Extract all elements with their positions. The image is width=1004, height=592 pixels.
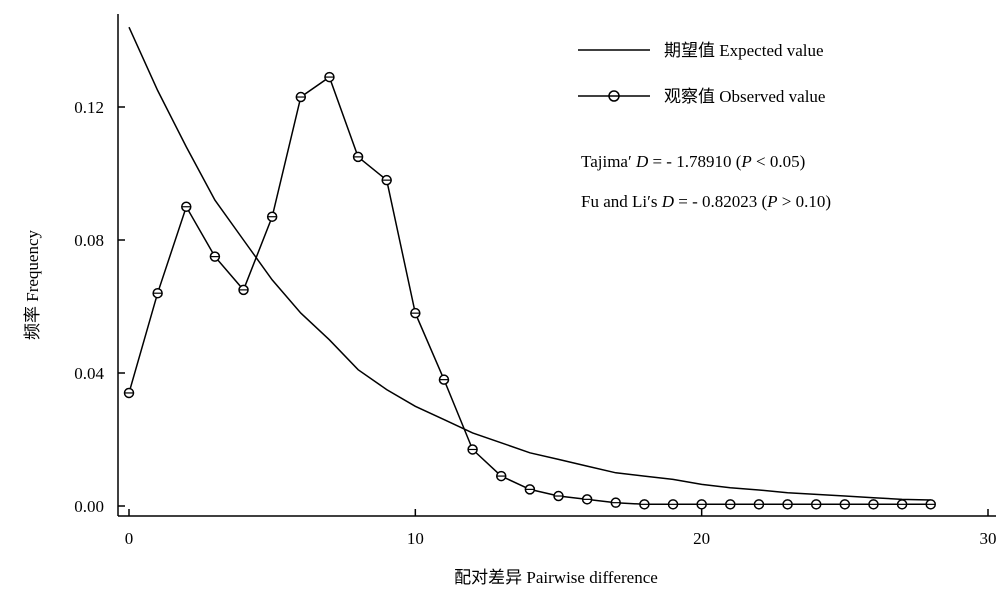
legend-observed-label: 观察值 Observed value	[664, 87, 825, 106]
y-axis-title: 频率 Frequency	[23, 230, 42, 341]
series-group	[123, 26, 936, 510]
y-tick-label: 0.00	[74, 497, 104, 516]
y-tick-label: 0.12	[74, 98, 104, 117]
tajima-value: = - 1.78910 (	[648, 152, 741, 171]
tajima-p: P	[740, 152, 751, 171]
y-tick-label: 0.08	[74, 231, 104, 250]
fuli-prefix: Fu and Li′s	[581, 192, 662, 211]
fuli-threshold: > 0.10)	[778, 192, 832, 211]
observed-value-line	[128, 75, 931, 506]
tajima-d: D	[635, 152, 649, 171]
x-tick-label: 30	[980, 529, 997, 548]
tajima-annotation: Tajima′ D = - 1.78910 (P < 0.05)	[581, 152, 805, 171]
fuli-p: P	[766, 192, 777, 211]
fuli-value: = - 0.82023 (	[674, 192, 767, 211]
legend-expected-label: 期望值 Expected value	[664, 41, 824, 60]
tajima-threshold: < 0.05)	[752, 152, 806, 171]
x-tick-label: 20	[693, 529, 710, 548]
y-tick-label: 0.04	[74, 364, 104, 383]
x-axis-title: 配对差异 Pairwise difference	[454, 568, 658, 587]
tajima-prefix: Tajima′	[581, 152, 636, 171]
fuli-annotation: Fu and Li′s D = - 0.82023 (P > 0.10)	[581, 192, 831, 211]
legend: 期望值 Expected value 观察值 Observed value	[578, 41, 825, 106]
x-tick-label: 0	[125, 529, 134, 548]
x-tick-label: 10	[407, 529, 424, 548]
expected-value-line	[128, 26, 931, 501]
tick-group: 0 10 20 30 0.00 0.04 0.08 0.12	[74, 98, 996, 548]
fuli-d: D	[661, 192, 675, 211]
